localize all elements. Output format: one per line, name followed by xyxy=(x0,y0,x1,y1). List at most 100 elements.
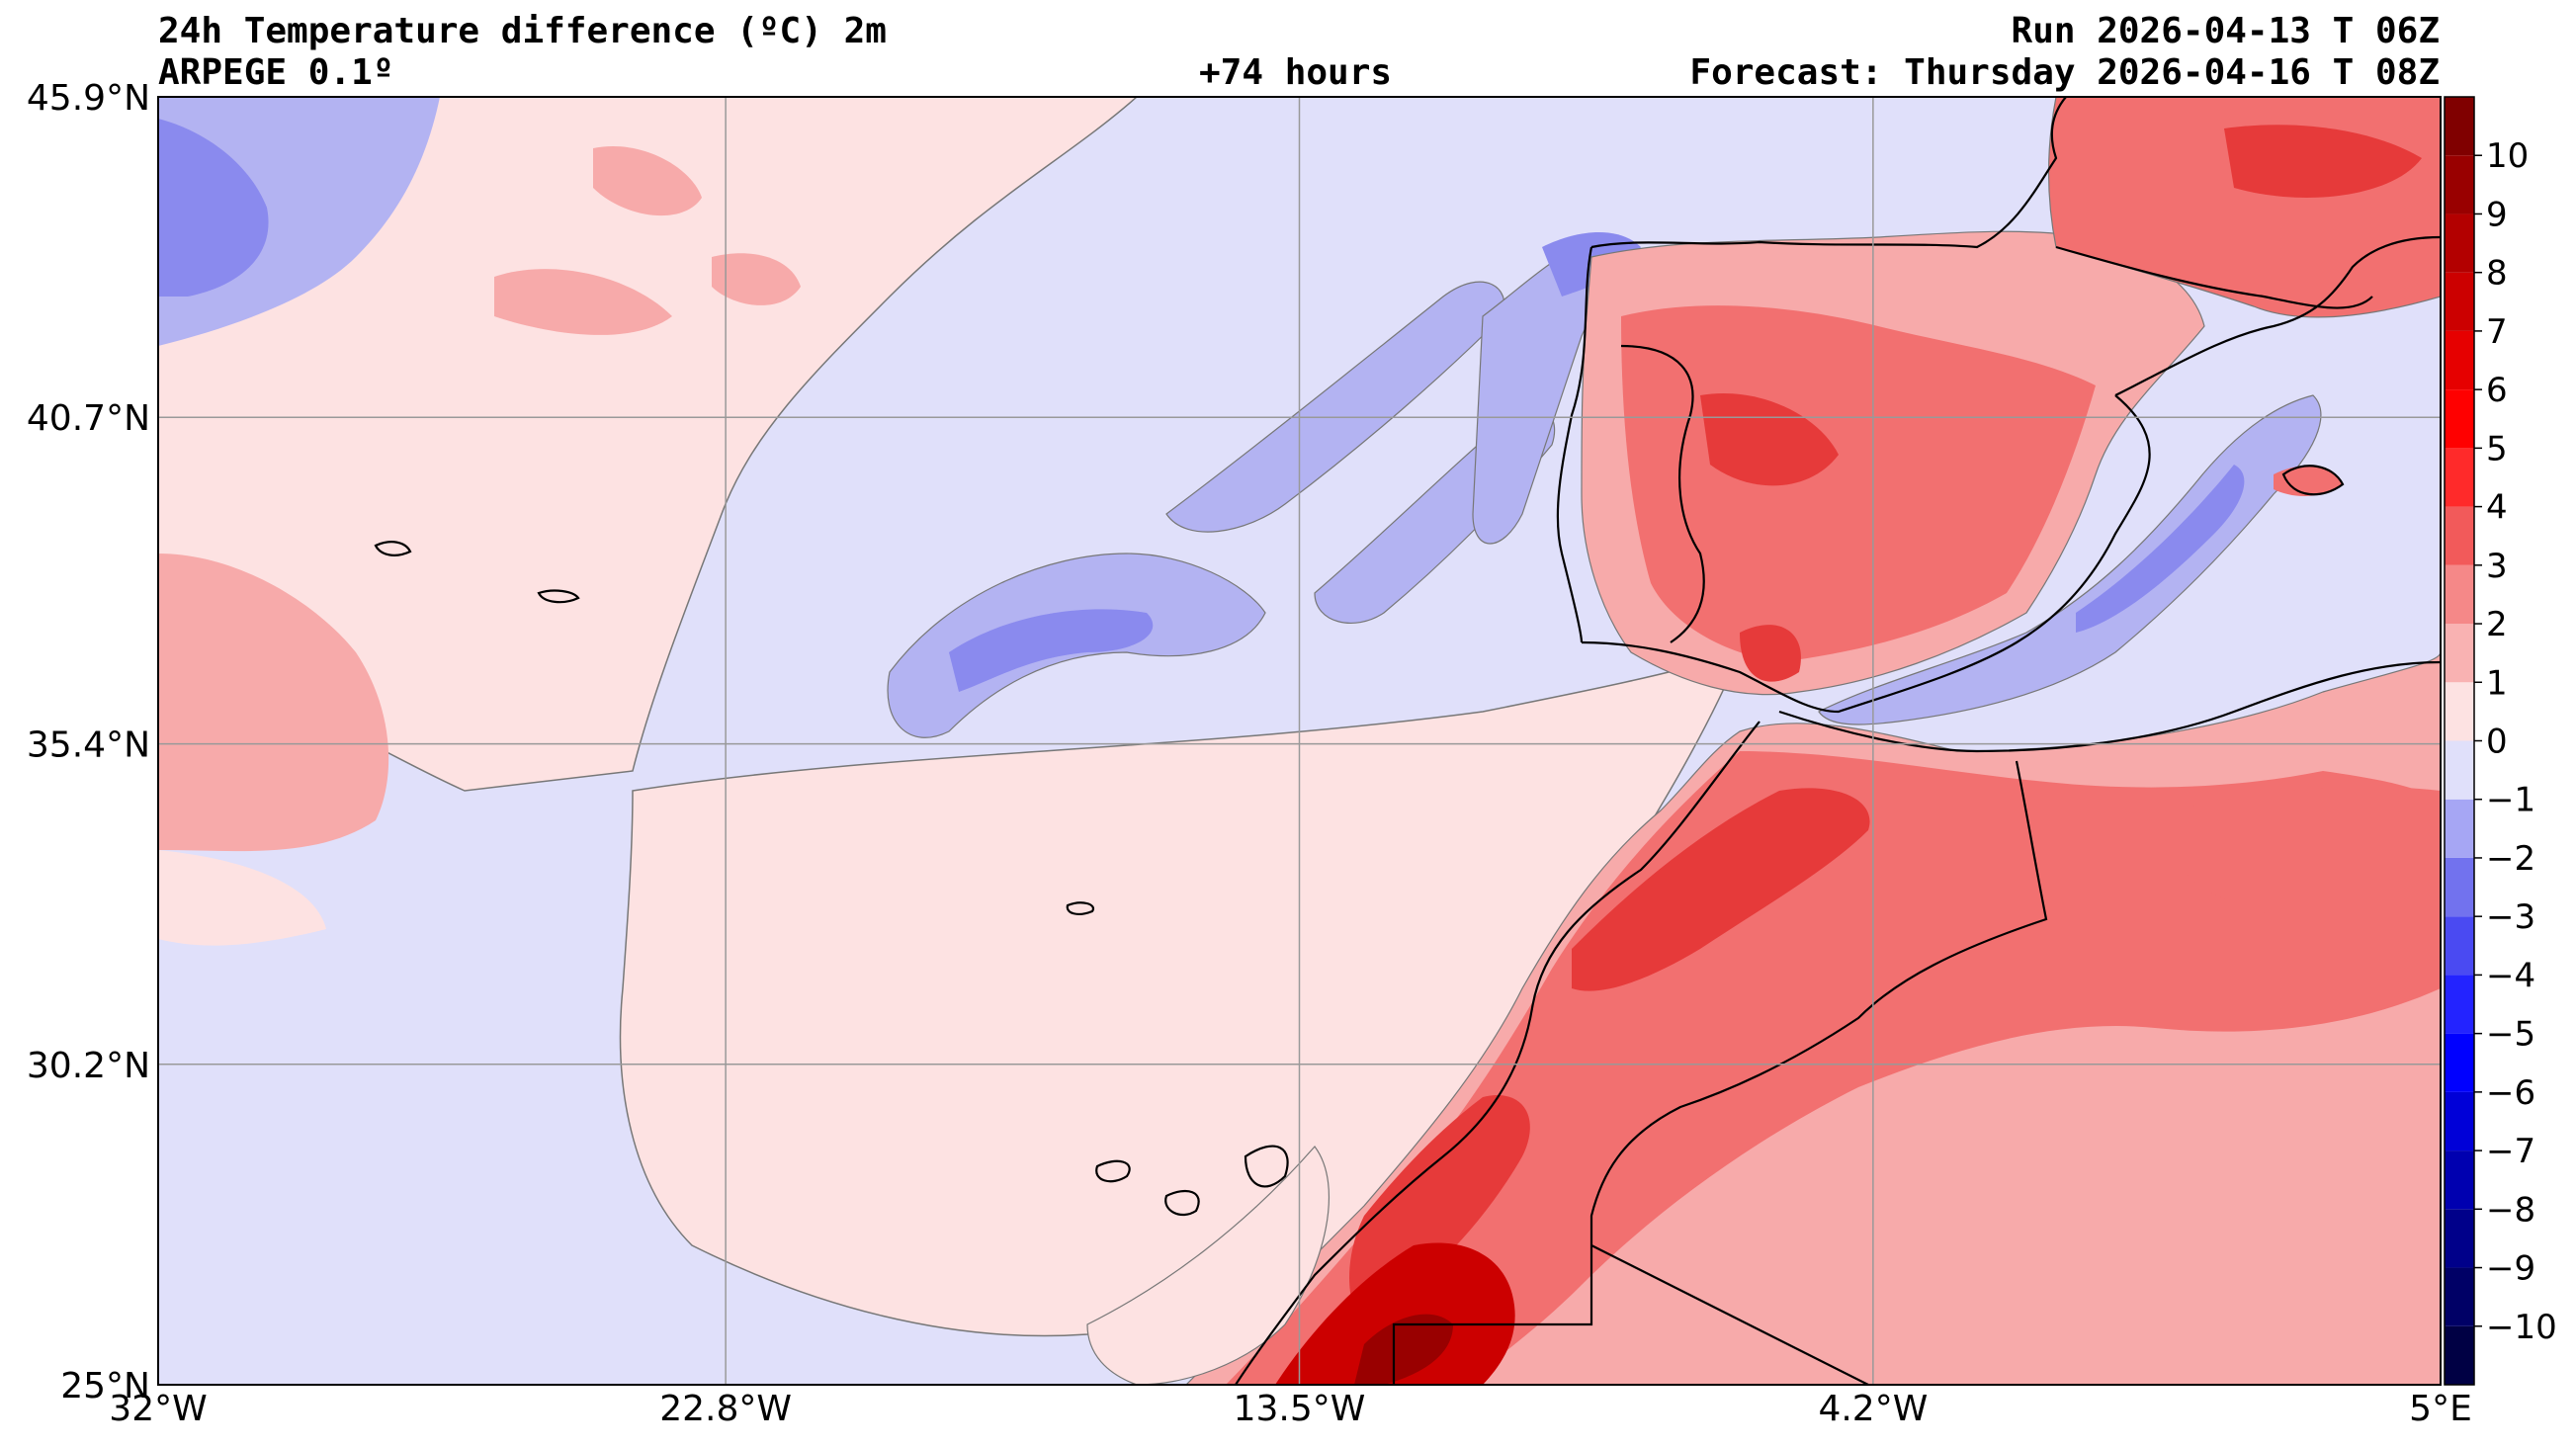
latitude-axis-labels: 45.9°N 40.7°N 35.4°N 30.2°N 25°N xyxy=(27,78,150,1406)
colorbar-swatch xyxy=(2445,1033,2474,1092)
region-azores-warm xyxy=(158,554,389,852)
lead-time: +74 hours xyxy=(1199,52,1393,93)
colorbar-tick-label: 7 xyxy=(2486,312,2508,352)
colorbar-tick-label: 1 xyxy=(2486,663,2508,703)
region-mediterranean-cooler xyxy=(2076,465,2245,633)
region-azores-pale xyxy=(158,850,326,946)
colorbar-swatch xyxy=(2445,799,2474,858)
region-atlas-hotter xyxy=(1572,788,1870,991)
colorbar-swatch xyxy=(2445,624,2474,683)
colorbar-tick-label: −9 xyxy=(2486,1249,2535,1289)
colorbar-swatch xyxy=(2445,975,2474,1034)
model-name: ARPEGE 0.1º xyxy=(158,52,394,93)
colorbar-tick-label: −2 xyxy=(2486,839,2535,879)
colorbar-swatch xyxy=(2445,1091,2474,1151)
colorbar-swatch xyxy=(2445,857,2474,917)
border-morocco-algeria xyxy=(1392,760,2048,1385)
coastline-sardinia xyxy=(2281,465,2345,496)
colorbar-swatch xyxy=(2445,97,2474,156)
colorbar-tick-label: −3 xyxy=(2486,897,2535,937)
region-algeria-warm xyxy=(2171,787,2441,932)
colorbar-tick-label: 5 xyxy=(2486,429,2508,468)
lon-tick-label: 4.2°W xyxy=(1818,1389,1928,1429)
colorbar-swatch xyxy=(2445,1209,2474,1268)
region-sahara-darkest xyxy=(1354,1314,1453,1385)
region-morocco-hot xyxy=(1226,751,2441,1385)
lat-tick-label: 45.9°N xyxy=(27,78,150,119)
region-sahara-hottest xyxy=(1275,1242,1515,1385)
lat-tick-label: 30.2°N xyxy=(27,1046,150,1086)
colorbar-swatch xyxy=(2445,272,2474,331)
region-iberia-south xyxy=(1740,625,1801,682)
colorbar-tick-label: −10 xyxy=(2486,1308,2557,1347)
colorbar-tick-label: −1 xyxy=(2486,781,2535,820)
colorbar-tick-label: 3 xyxy=(2486,547,2508,586)
longitude-axis-labels: 32°W 22.8°W 13.5°W 4.2°W 5°E xyxy=(109,1389,2472,1429)
region-north-pink-1 xyxy=(593,146,702,216)
colorbar-swatch xyxy=(2445,506,2474,565)
colorbar-tick-label: 6 xyxy=(2486,371,2508,410)
coastline-iberia xyxy=(1590,97,2067,249)
lon-tick-label: 13.5°W xyxy=(1234,1389,1366,1429)
colorbar-swatch xyxy=(2445,330,2474,390)
region-mediterranean-pale xyxy=(2230,484,2441,640)
colorbar-tick-label: 4 xyxy=(2486,488,2508,528)
border-portugal-spain xyxy=(1620,344,1705,643)
colorbar-tick-label: 0 xyxy=(2486,723,2508,762)
region-north-pink-2 xyxy=(494,269,672,335)
lat-tick-label: 40.7°N xyxy=(27,398,150,439)
colorbar-tick-label: −4 xyxy=(2486,956,2535,995)
colorbar-swatch xyxy=(2445,1150,2474,1210)
colorbar-tick-label: 2 xyxy=(2486,605,2508,644)
lat-tick-label: 35.4°N xyxy=(27,725,150,766)
coastline-morocco-atlantic xyxy=(1235,721,1760,1385)
run-time: Run 2026-04-13 T 06Z xyxy=(2011,11,2440,51)
colorbar-tick-label: 8 xyxy=(2486,254,2508,294)
colorbar-swatch xyxy=(2445,564,2474,625)
colorbar-tick-label: −5 xyxy=(2486,1015,2535,1055)
coastline-canary-2 xyxy=(1164,1189,1200,1217)
colorbar-swatch xyxy=(2445,740,2474,800)
coastline-azores-1 xyxy=(537,589,580,604)
colorbar-swatch xyxy=(2445,213,2474,273)
coastline-spain-east xyxy=(2114,235,2441,396)
coastlines xyxy=(374,97,2441,1385)
coastline-south-iberia xyxy=(1581,394,2151,714)
colorbar-swatch xyxy=(2445,682,2474,741)
coastline-azores-2 xyxy=(374,541,412,556)
colorbar-swatch xyxy=(2445,1267,2474,1326)
colorbar-swatch xyxy=(2445,389,2474,449)
colorbar-swatch xyxy=(2445,448,2474,507)
region-france-hot xyxy=(2224,125,2422,198)
colorbar-swatch xyxy=(2445,155,2474,214)
colorbar-tick-label: 10 xyxy=(2486,136,2529,176)
lat-tick-label: 25°N xyxy=(60,1366,150,1406)
region-mediterranean-cool xyxy=(1818,394,2322,725)
region-northwest-cooler xyxy=(158,119,269,297)
colorbar-swatch xyxy=(2445,916,2474,976)
region-north-pink-3 xyxy=(712,253,801,305)
coastline-canary-1 xyxy=(1095,1159,1131,1183)
border-france-spain xyxy=(2055,245,2373,309)
colorbar-tick-label: 9 xyxy=(2486,195,2508,234)
coastline-north-africa xyxy=(1778,660,2441,753)
lon-tick-label: 32°W xyxy=(109,1389,207,1429)
colorbar-tick-label: −6 xyxy=(2486,1073,2535,1113)
region-iberia-core xyxy=(1700,393,1839,486)
coastline-canary-3 xyxy=(1244,1145,1289,1188)
region-cool-streak-1-core xyxy=(949,609,1154,692)
coastline-madeira xyxy=(1066,901,1095,915)
border-algeria-mauritania xyxy=(1590,1244,1869,1385)
region-balearic-warm xyxy=(2274,466,2343,496)
forecast-time: Forecast: Thursday 2026-04-16 T 08Z xyxy=(1689,52,2440,93)
map-title: 24h Temperature difference (ºC) 2m xyxy=(158,11,887,51)
plot-frame xyxy=(157,96,2442,1386)
lon-tick-label: 5°E xyxy=(2409,1389,2472,1429)
colorbar-tick-label: −8 xyxy=(2486,1190,2535,1230)
lon-tick-label: 22.8°W xyxy=(659,1389,792,1429)
colorbar-tick-label: −7 xyxy=(2486,1132,2535,1171)
coastline-portugal xyxy=(1556,246,1593,643)
colorbar-swatch xyxy=(2445,1325,2474,1385)
